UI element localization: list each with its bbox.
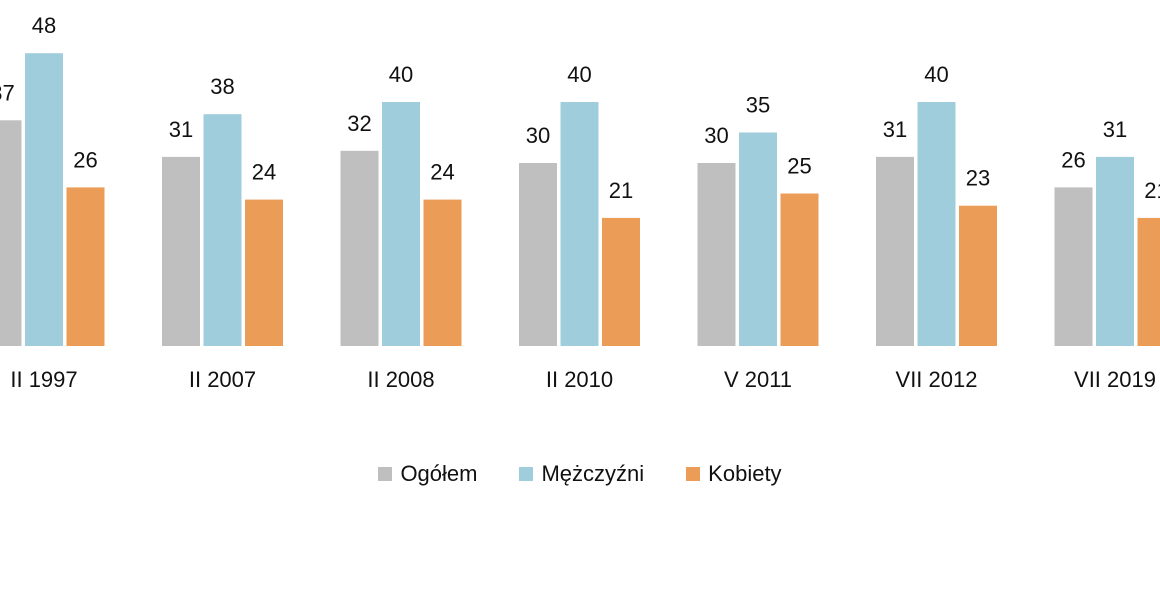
value-label-ogolem-ii-2010: 30 [526,123,550,148]
bar-mezczyzni-ii-1997 [25,53,63,346]
bar-mezczyzni-vii-2019 [1096,156,1134,346]
value-label-ogolem-ii-2007: 31 [169,117,193,142]
category-label-v-2011: V 2011 [724,367,792,392]
value-label-mezczyzni-vii-2012: 40 [924,62,948,87]
value-label-ogolem-ii-1997: 37 [0,80,15,105]
category-label-ii-2007: II 2007 [189,367,256,392]
bar-ogolem-v-2011 [697,163,736,346]
value-label-kobiety-vii-2012: 23 [966,166,990,191]
bar-kobiety-v-2011 [780,193,819,346]
value-label-ogolem-ii-2008: 32 [347,111,371,136]
bars-layer [0,53,1160,346]
category-label-ii-2010: II 2010 [546,367,613,392]
value-label-mezczyzni-vii-2019: 31 [1103,117,1127,142]
bar-mezczyzni-ii-2010 [560,102,599,346]
bar-ogolem-vii-2012 [876,156,914,346]
value-label-mezczyzni-ii-2007: 38 [210,74,234,99]
bar-ogolem-ii-2007 [162,156,200,346]
bar-mezczyzni-v-2011 [739,132,777,346]
value-label-mezczyzni-ii-1997: 48 [32,13,56,38]
legend-label-mezczyzni: Mężczyźni [541,461,645,486]
value-label-kobiety-v-2011: 25 [787,154,811,179]
value-label-mezczyzni-v-2011: 35 [746,93,770,118]
category-label-ii-2008: II 2008 [367,367,434,392]
bar-kobiety-ii-2007 [245,199,283,346]
category-labels-layer: II 1997 II 2007 II 2008 II 2010 V 2011 VII 20… [10,367,1156,392]
legend-swatch-kobiety [686,467,701,481]
bar-ogolem-ii-2008 [340,150,379,346]
value-label-ogolem-vii-2019: 26 [1061,147,1085,172]
bar-kobiety-ii-2008 [423,199,462,346]
value-label-ogolem-v-2011: 30 [704,123,728,148]
value-label-kobiety-ii-2007: 24 [252,160,276,185]
bar-ogolem-ii-1997 [0,120,22,346]
bar-mezczyzni-vii-2012 [917,102,956,346]
legend-item-ogolem: Ogółem [378,461,477,487]
bar-kobiety-vii-2019 [1137,217,1160,346]
bar-mezczyzni-ii-2007 [203,114,242,346]
category-label-vii-2019: VII 2019 [1074,367,1156,392]
category-label-vii-2012: VII 2012 [896,367,978,392]
legend-swatch-ogolem [378,467,393,481]
value-label-kobiety-ii-2008: 24 [430,160,454,185]
legend-swatch-mezczyzni [519,467,534,481]
legend-label-kobiety: Kobiety [708,461,782,486]
category-label-ii-1997: II 1997 [10,367,77,392]
value-label-mezczyzni-ii-2008: 40 [389,62,413,87]
value-label-ogolem-vii-2012: 31 [883,117,907,142]
bar-kobiety-ii-2010 [602,217,640,346]
value-labels-layer: 37 48 26 31 38 24 32 40 24 30 40 21 30 35 25 31 40 23 26 31… [0,13,1160,203]
legend-item-kobiety: Kobiety [686,461,782,487]
value-label-kobiety-ii-1997: 26 [73,147,97,172]
legend-item-mezczyzni: Mężczyźni [519,461,644,487]
value-label-kobiety-vii-2019: 21 [1144,178,1160,203]
bar-ogolem-ii-2010 [519,163,557,346]
bar-kobiety-vii-2012 [959,205,997,346]
bar-mezczyzni-ii-2008 [382,102,420,346]
value-label-kobiety-ii-2010: 21 [609,178,633,203]
bar-ogolem-vii-2019 [1054,187,1093,346]
value-label-mezczyzni-ii-2010: 40 [567,62,591,87]
legend-label-ogolem: Ogółem [400,461,478,486]
legend: Ogółem Mężczyźni Kobiety [0,458,1160,490]
bar-kobiety-ii-1997 [66,187,105,346]
